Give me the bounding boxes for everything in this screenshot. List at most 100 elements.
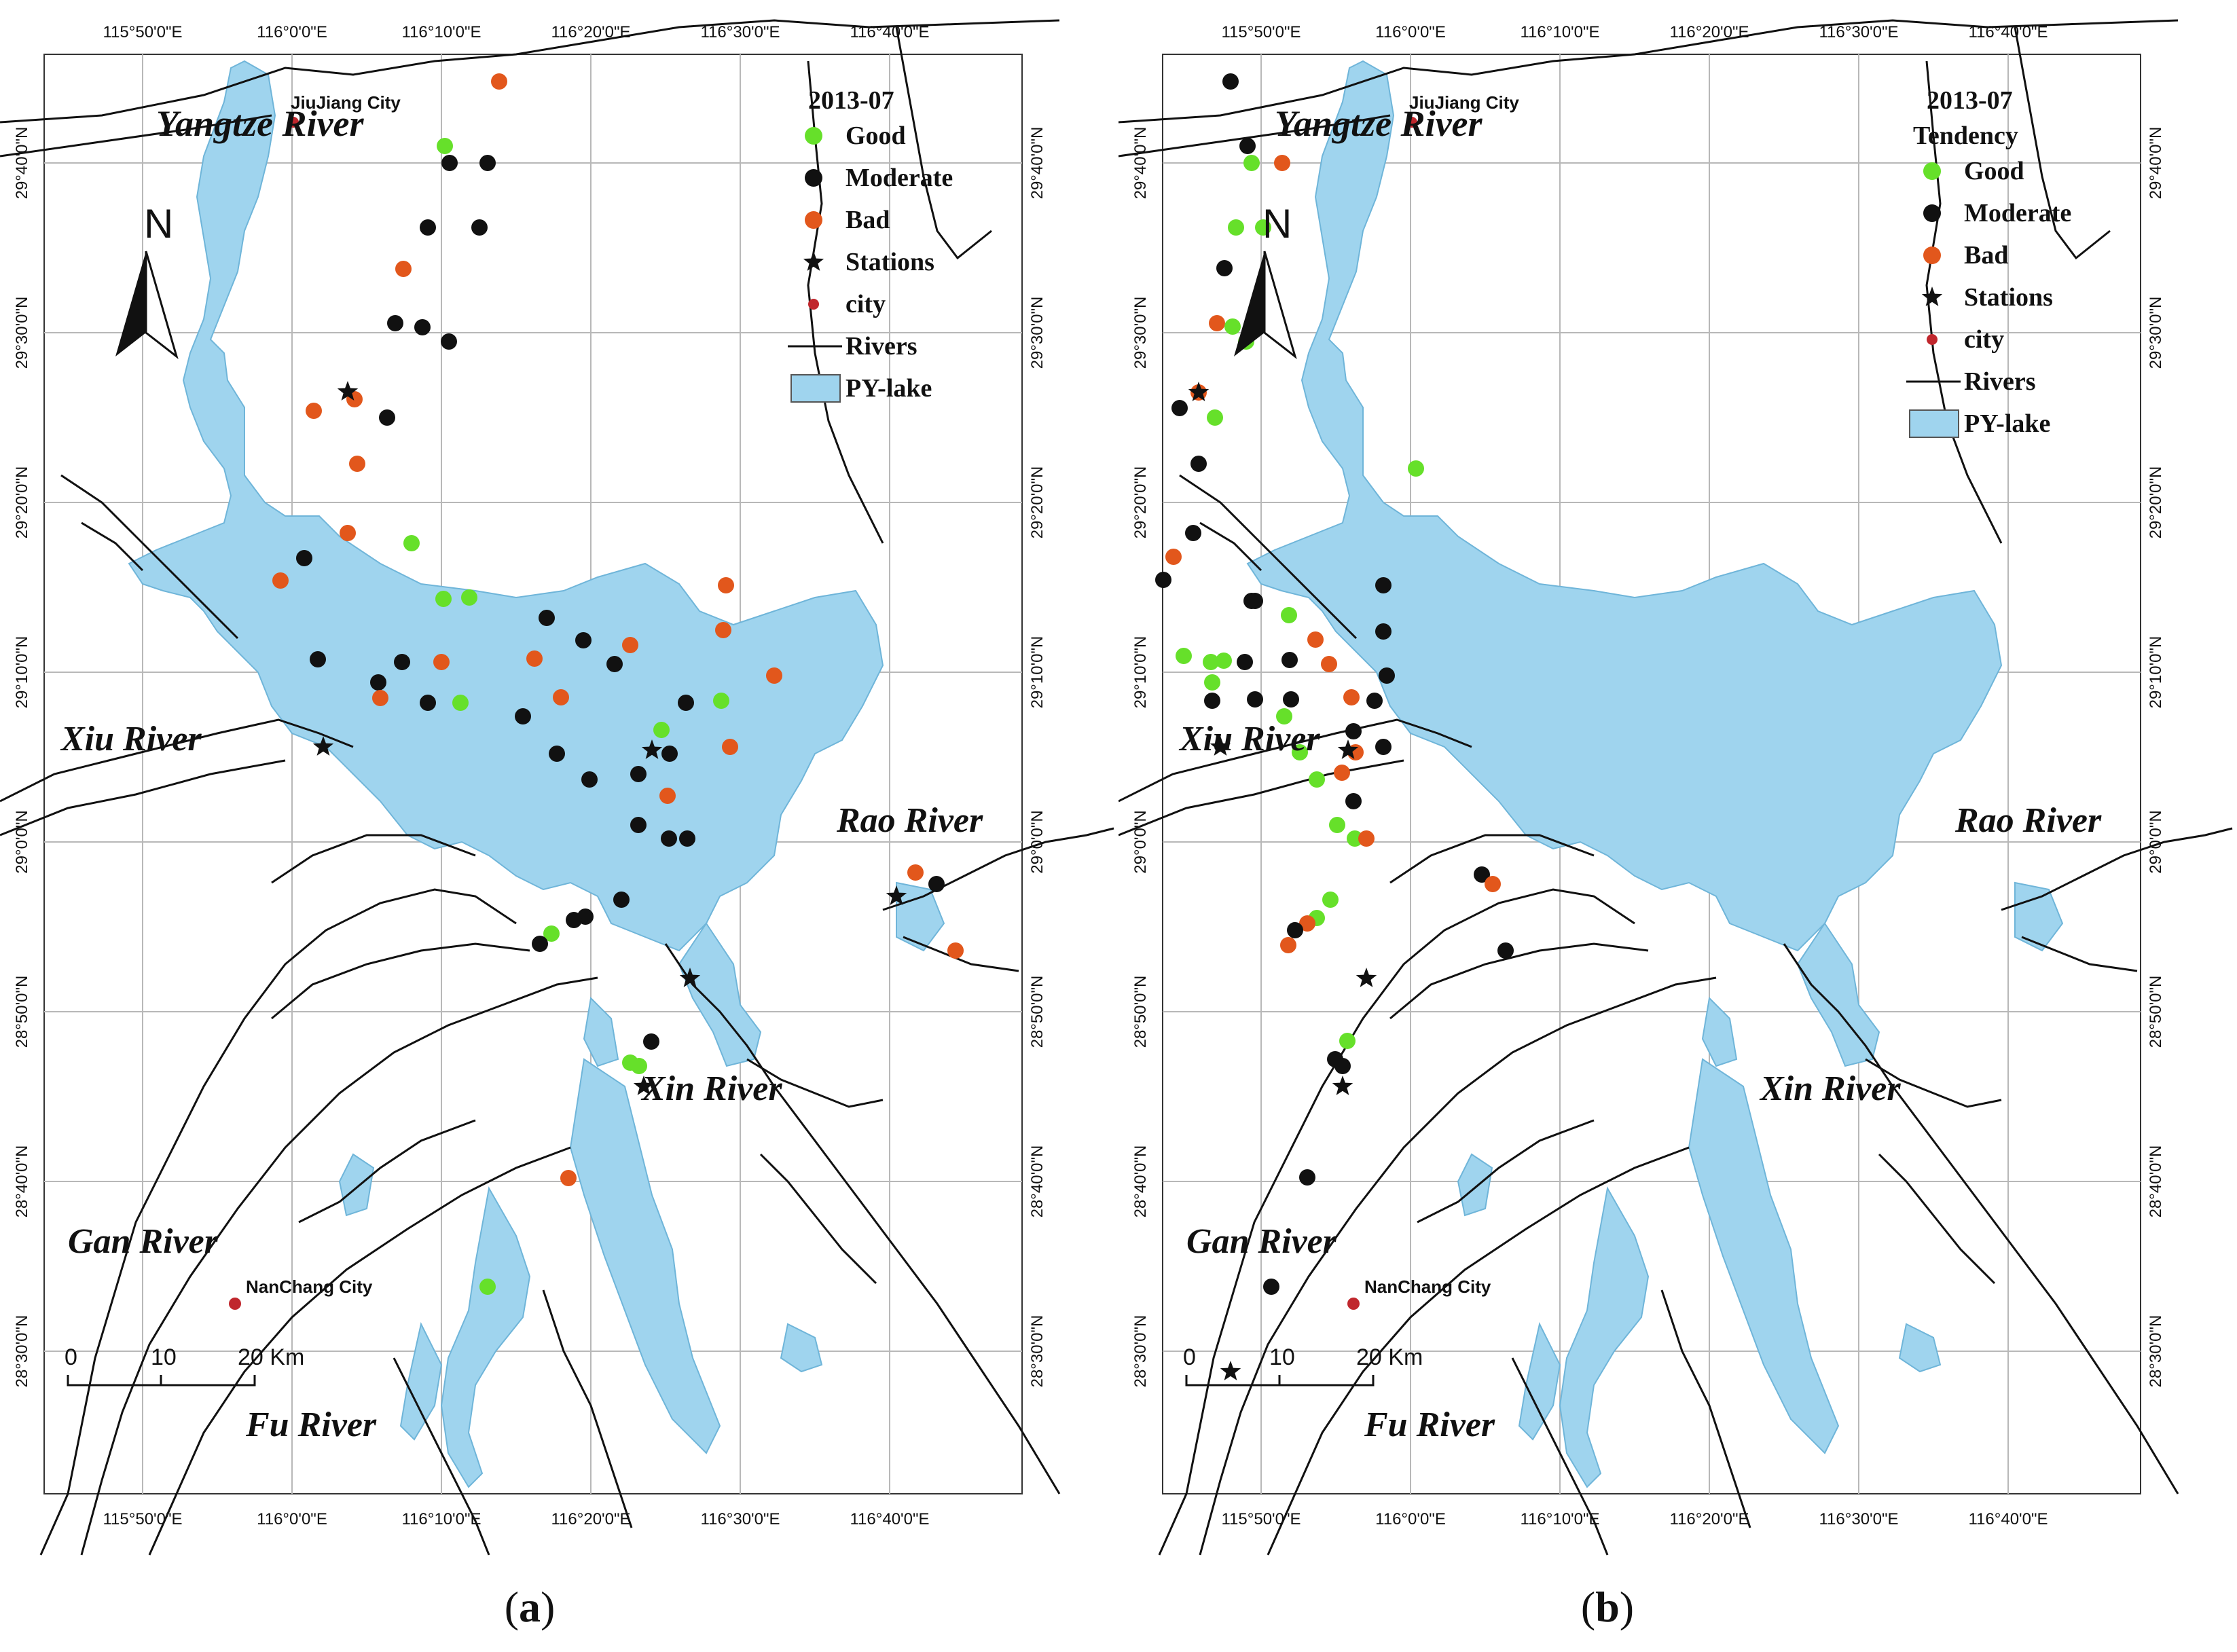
legend-label: Bad [845, 206, 890, 234]
city-dot [1406, 117, 1417, 128]
station-dot-moderate [630, 817, 647, 833]
station-dot-moderate [678, 695, 694, 711]
station-star-icon [641, 739, 663, 759]
river-line [271, 942, 530, 1020]
station-dot-bad [491, 73, 507, 90]
lake-arm [1796, 922, 1880, 1067]
station-star-icon [1337, 739, 1359, 759]
axis-label-left: 28°30'0"N [13, 1315, 31, 1388]
scale-label: 0 [65, 1344, 77, 1370]
legend-swatch [803, 251, 824, 271]
scale-label: 0 [1183, 1344, 1196, 1370]
station-dot-moderate [441, 155, 458, 171]
station-dot-moderate [613, 892, 630, 908]
city-dot [1347, 1298, 1360, 1310]
river-line [1925, 60, 2003, 544]
river-label-gan: Gan River [68, 1222, 219, 1261]
map-panel-b: JiuJiang City NanChang City Yangtze River X… [1118, 0, 2237, 1652]
legend-label: Rivers [1964, 367, 2036, 396]
river-label-rao: Rao River [1954, 801, 2102, 840]
river-line [807, 60, 884, 544]
station-dot-moderate [1375, 739, 1392, 755]
station-dot-bad [622, 637, 638, 653]
station-dot-good [1347, 830, 1363, 847]
panel-caption-a: (a) [504, 1583, 556, 1631]
station-dot-moderate [1204, 693, 1220, 709]
lake-arm [780, 1323, 823, 1373]
lake-main-body [128, 60, 884, 952]
river-line [1660, 1289, 1751, 1528]
scale-label: 10 [1269, 1344, 1295, 1370]
map-svg-b: JiuJiang City NanChang City Yangtze River X… [1118, 19, 2233, 1556]
panel-caption-b: (b) [1580, 1583, 1635, 1631]
axis-label-bottom: 116°40'0"E [1968, 1510, 2048, 1528]
axis-label-bottom: 116°0'0"E [1375, 1510, 1446, 1528]
scale-bar-line [1185, 1375, 1375, 1387]
axis-label-right: 28°40'0"N [1028, 1145, 1047, 1218]
river-line [1417, 1119, 1595, 1224]
station-dot-moderate [679, 830, 695, 847]
station-dot-moderate [606, 656, 623, 672]
river-line [0, 114, 272, 158]
station-dot-moderate [296, 550, 312, 566]
station-dot-moderate [630, 766, 647, 782]
axis-label-left: 29°20'0"N [1131, 466, 1150, 539]
axis-label-top: 116°30'0"E [700, 23, 780, 41]
lake-arm [1688, 1058, 1840, 1454]
axis-label-top: 115°50'0"E [1221, 23, 1301, 41]
station-dot-good [479, 1279, 496, 1295]
station-dot-moderate [1247, 691, 1263, 708]
legend-label: Bad [1964, 241, 2008, 270]
station-star-icon [1220, 1361, 1241, 1380]
axis-label-bottom: 116°0'0"E [257, 1510, 327, 1528]
station-dot-moderate [1247, 593, 1263, 609]
axis-label-top: 116°10'0"E [401, 23, 481, 41]
legend-label: PY-lake [845, 374, 932, 403]
river-line [2001, 827, 2233, 911]
river-line [895, 26, 992, 260]
legend-swatch [1923, 246, 1941, 264]
axis-label-left: 28°50'0"N [13, 976, 31, 1048]
lake-arm [1457, 1153, 1493, 1217]
axis-label-bottom: 116°40'0"E [850, 1510, 929, 1528]
axis-label-right: 29°10'0"N [2147, 636, 2165, 709]
station-star-icon [1188, 382, 1210, 401]
legend-swatch [805, 127, 822, 145]
river-line [1878, 1153, 1996, 1285]
legend-label: Good [1964, 157, 2024, 185]
river-line [0, 759, 286, 837]
station-dot-moderate [928, 876, 945, 892]
legend-label: Stations [1964, 283, 2053, 312]
river-line [1118, 759, 1404, 837]
legend-swatch [1921, 287, 1943, 306]
station-dot-good [1224, 318, 1241, 335]
lake-arm [896, 881, 945, 952]
river-line [271, 834, 476, 884]
axis-label-left: 28°30'0"N [1131, 1315, 1150, 1388]
axis-labels: 115°50'0"E 116°0'0"E 116°10'0"E 116°20'0"E 1… [1131, 23, 2165, 1528]
river-line [1118, 718, 1472, 803]
river-line [60, 474, 239, 640]
station-dots [272, 73, 964, 1295]
station-dot-moderate [581, 771, 598, 788]
station-dot-moderate [441, 333, 457, 350]
river-label-rao: Rao River [836, 801, 983, 840]
station-dot-moderate [471, 219, 488, 236]
axis-label-top: 116°20'0"E [551, 23, 630, 41]
north-arrow-left [115, 251, 146, 356]
station-dot-moderate [1379, 667, 1395, 684]
scale-label: 20 Km [238, 1344, 304, 1370]
axis-label-bottom: 116°10'0"E [1520, 1510, 1599, 1528]
river-line [0, 19, 1060, 124]
city-dot [288, 117, 299, 128]
poyang-lake [128, 60, 945, 1488]
station-dot-moderate [1474, 866, 1490, 883]
station-star-icon [679, 968, 701, 987]
river-line [1511, 1357, 1609, 1556]
station-dot-good [1203, 654, 1219, 670]
station-dot-bad [1321, 656, 1337, 672]
river-line [1199, 976, 1717, 1556]
north-letter: N [144, 201, 173, 246]
scale-bar: 0 10 20 Km [65, 1344, 304, 1387]
station-dot-bad [907, 864, 924, 881]
